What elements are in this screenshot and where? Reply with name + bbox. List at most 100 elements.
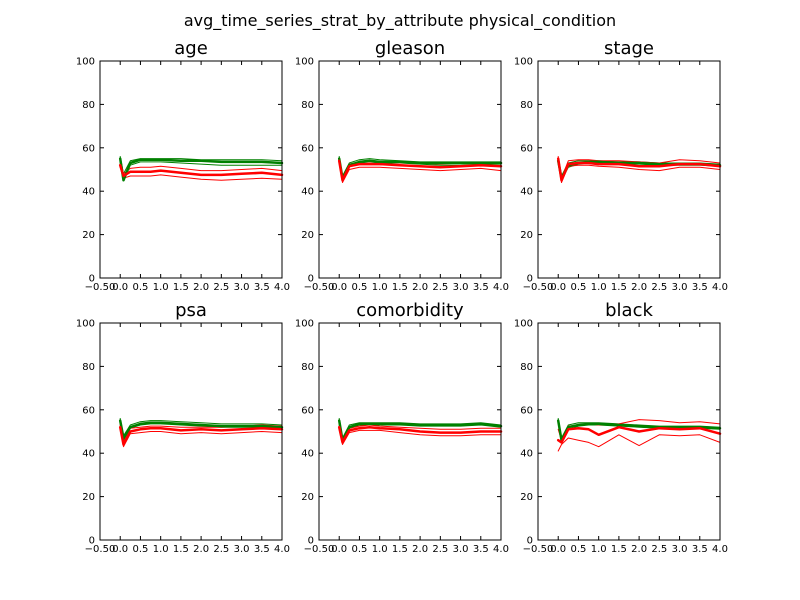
y-tick-label: 40: [301, 449, 314, 460]
axes-frame: [318, 60, 502, 279]
x-tick-label: 0.0: [112, 544, 128, 555]
x-tick-label: −0.50: [523, 544, 554, 555]
x-tick-label: 1.0: [372, 282, 388, 293]
y-tick-label: 40: [82, 449, 95, 460]
y-tick-label: 40: [301, 187, 314, 198]
x-tick-label: 1.5: [173, 282, 189, 293]
x-tick-label: 1.0: [153, 282, 169, 293]
subplot-title: age: [174, 38, 208, 59]
x-tick-label: 3.0: [234, 282, 250, 293]
x-tick-label: −0.50: [304, 544, 335, 555]
axes-frame: [318, 322, 502, 541]
x-tick-label: 1.5: [173, 544, 189, 555]
x-tick-label: 2.0: [193, 282, 209, 293]
y-tick-label: 80: [82, 100, 95, 111]
x-tick-label: 4.0: [712, 544, 728, 555]
x-tick-label: 3.5: [473, 282, 489, 293]
y-tick-label: 60: [520, 143, 533, 154]
series-line: [118, 425, 284, 446]
series-line: [118, 157, 284, 182]
y-tick-label: 100: [76, 319, 95, 330]
x-tick-label: 0.0: [550, 282, 566, 293]
y-tick-label: 40: [82, 187, 95, 198]
x-tick-label: 3.0: [672, 282, 688, 293]
y-tick-label: 20: [82, 492, 95, 503]
x-tick-label: 1.5: [392, 544, 408, 555]
series-line: [119, 166, 283, 181]
x-tick-label: 4.0: [712, 282, 728, 293]
axes-frame: [537, 60, 721, 279]
x-tick-label: 3.5: [692, 544, 708, 555]
figure-suptitle: avg_time_series_strat_by_attribute physi…: [184, 11, 616, 31]
y-tick-label: 100: [295, 57, 314, 68]
x-tick-label: −0.50: [85, 282, 116, 293]
axes-frame: [99, 322, 283, 541]
x-tick-label: 0.0: [331, 544, 347, 555]
x-tick-label: 4.0: [274, 544, 290, 555]
y-tick-label: 80: [520, 362, 533, 373]
x-tick-label: 2.5: [651, 544, 667, 555]
series-line: [556, 425, 722, 444]
y-tick-label: 60: [82, 143, 95, 154]
x-tick-label: 3.0: [234, 544, 250, 555]
x-tick-label: 0.0: [550, 544, 566, 555]
subplot-title: stage: [604, 38, 654, 59]
x-tick-label: 4.0: [493, 282, 509, 293]
x-tick-label: 0.5: [351, 544, 367, 555]
subplot-3: psa −0.500.0 0.5 1.0 1.5 2.0 2.5 3.0 3.5 4.0 0 20 40…: [76, 300, 290, 555]
y-tick-label: 0: [527, 274, 533, 285]
series-line: [337, 159, 503, 182]
x-tick-label: 4.0: [493, 544, 509, 555]
x-tick-label: 2.5: [213, 282, 229, 293]
x-tick-label: 2.5: [432, 282, 448, 293]
x-tick-label: 2.0: [412, 282, 428, 293]
x-tick-label: 3.0: [672, 544, 688, 555]
axes-frame: [537, 322, 721, 541]
x-tick-label: 3.0: [453, 544, 469, 555]
x-tick-label: 2.0: [193, 544, 209, 555]
series-line: [118, 419, 284, 440]
y-tick-label: 20: [301, 492, 314, 503]
y-tick-label: 80: [301, 362, 314, 373]
x-tick-label: 0.5: [132, 544, 148, 555]
x-tick-label: 3.5: [254, 282, 270, 293]
series-line: [338, 162, 502, 183]
x-tick-label: 1.5: [392, 282, 408, 293]
subplot-title: comorbidity: [356, 300, 464, 321]
y-tick-label: 60: [301, 405, 314, 416]
axes-frame: [99, 60, 283, 279]
series-line: [556, 157, 722, 182]
y-tick-label: 60: [520, 405, 533, 416]
y-tick-label: 100: [514, 319, 533, 330]
series-line: [337, 425, 503, 444]
x-tick-label: 0.0: [331, 282, 347, 293]
subplot-title: gleason: [375, 38, 445, 59]
y-tick-label: 60: [82, 405, 95, 416]
x-tick-label: 2.0: [631, 282, 647, 293]
series-line: [119, 428, 283, 448]
series-line: [337, 419, 503, 442]
y-tick-label: 80: [520, 100, 533, 111]
y-tick-label: 40: [520, 449, 533, 460]
y-tick-label: 60: [301, 143, 314, 154]
y-tick-label: 80: [82, 362, 95, 373]
x-tick-label: 1.0: [591, 282, 607, 293]
x-tick-label: 2.5: [651, 282, 667, 293]
x-tick-label: 3.0: [453, 282, 469, 293]
x-tick-label: −0.50: [304, 282, 335, 293]
x-tick-label: 1.5: [611, 282, 627, 293]
series-line: [557, 434, 721, 452]
x-tick-label: 1.0: [153, 544, 169, 555]
y-tick-label: 100: [514, 57, 533, 68]
y-tick-label: 0: [527, 536, 533, 547]
series-line: [118, 163, 284, 178]
subplot-title: psa: [175, 300, 207, 321]
y-tick-label: 0: [308, 536, 314, 547]
y-tick-label: 100: [295, 319, 314, 330]
y-tick-label: 40: [520, 187, 533, 198]
y-tick-label: 20: [82, 230, 95, 241]
x-tick-label: 1.0: [591, 544, 607, 555]
x-tick-label: 1.5: [611, 544, 627, 555]
subplot-0: age −0.500.0 0.5 1.0 1.5 2.0 2.5 3.0 3.5 4.0 0 20 40…: [76, 38, 290, 293]
